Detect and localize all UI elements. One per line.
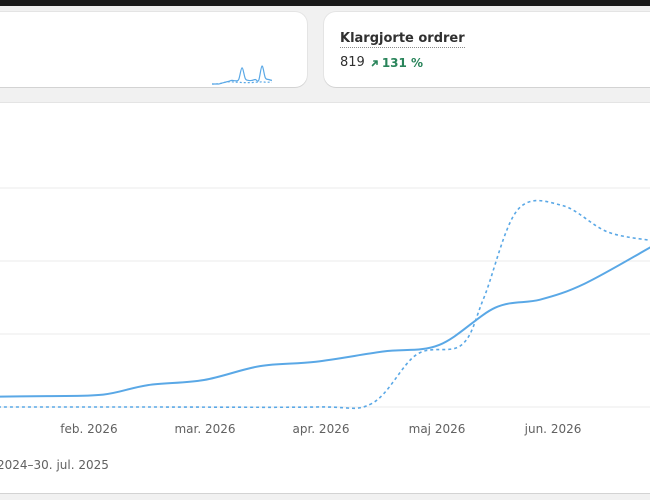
sparkline-current-line [212, 65, 272, 85]
line-chart[interactable]: feb. 2026 mar. 2026 apr. 2026 maj 2026 jun. … [0, 103, 650, 493]
metric-title[interactable]: Klargjorte ordrer [340, 31, 465, 48]
arrow-up-right-icon [371, 59, 378, 66]
top-bar [0, 0, 650, 6]
date-range-label: 2024–30. jul. 2025 [0, 458, 109, 472]
x-tick-label: mar. 2026 [174, 422, 235, 436]
metric-row: 819 131 % [340, 55, 423, 70]
x-tick-label: jun. 2026 [524, 422, 582, 436]
series-current-line[interactable] [0, 246, 650, 398]
metric-card-left[interactable] [0, 12, 307, 87]
x-tick-label: apr. 2026 [293, 422, 350, 436]
metric-delta-value: 131 % [381, 55, 424, 70]
metric-card-prepared-orders[interactable]: Klargjorte ordrer 819 131 % [324, 12, 650, 87]
metric-delta: 131 % [370, 56, 423, 70]
x-tick-label: maj 2026 [409, 422, 466, 436]
series-comparison-line[interactable] [0, 199, 650, 410]
x-tick-label: feb. 2026 [60, 422, 117, 436]
metric-value: 819 [340, 55, 365, 70]
chart-card: feb. 2026 mar. 2026 apr. 2026 maj 2026 jun. … [0, 103, 650, 493]
sparkline-chart [212, 65, 272, 85]
